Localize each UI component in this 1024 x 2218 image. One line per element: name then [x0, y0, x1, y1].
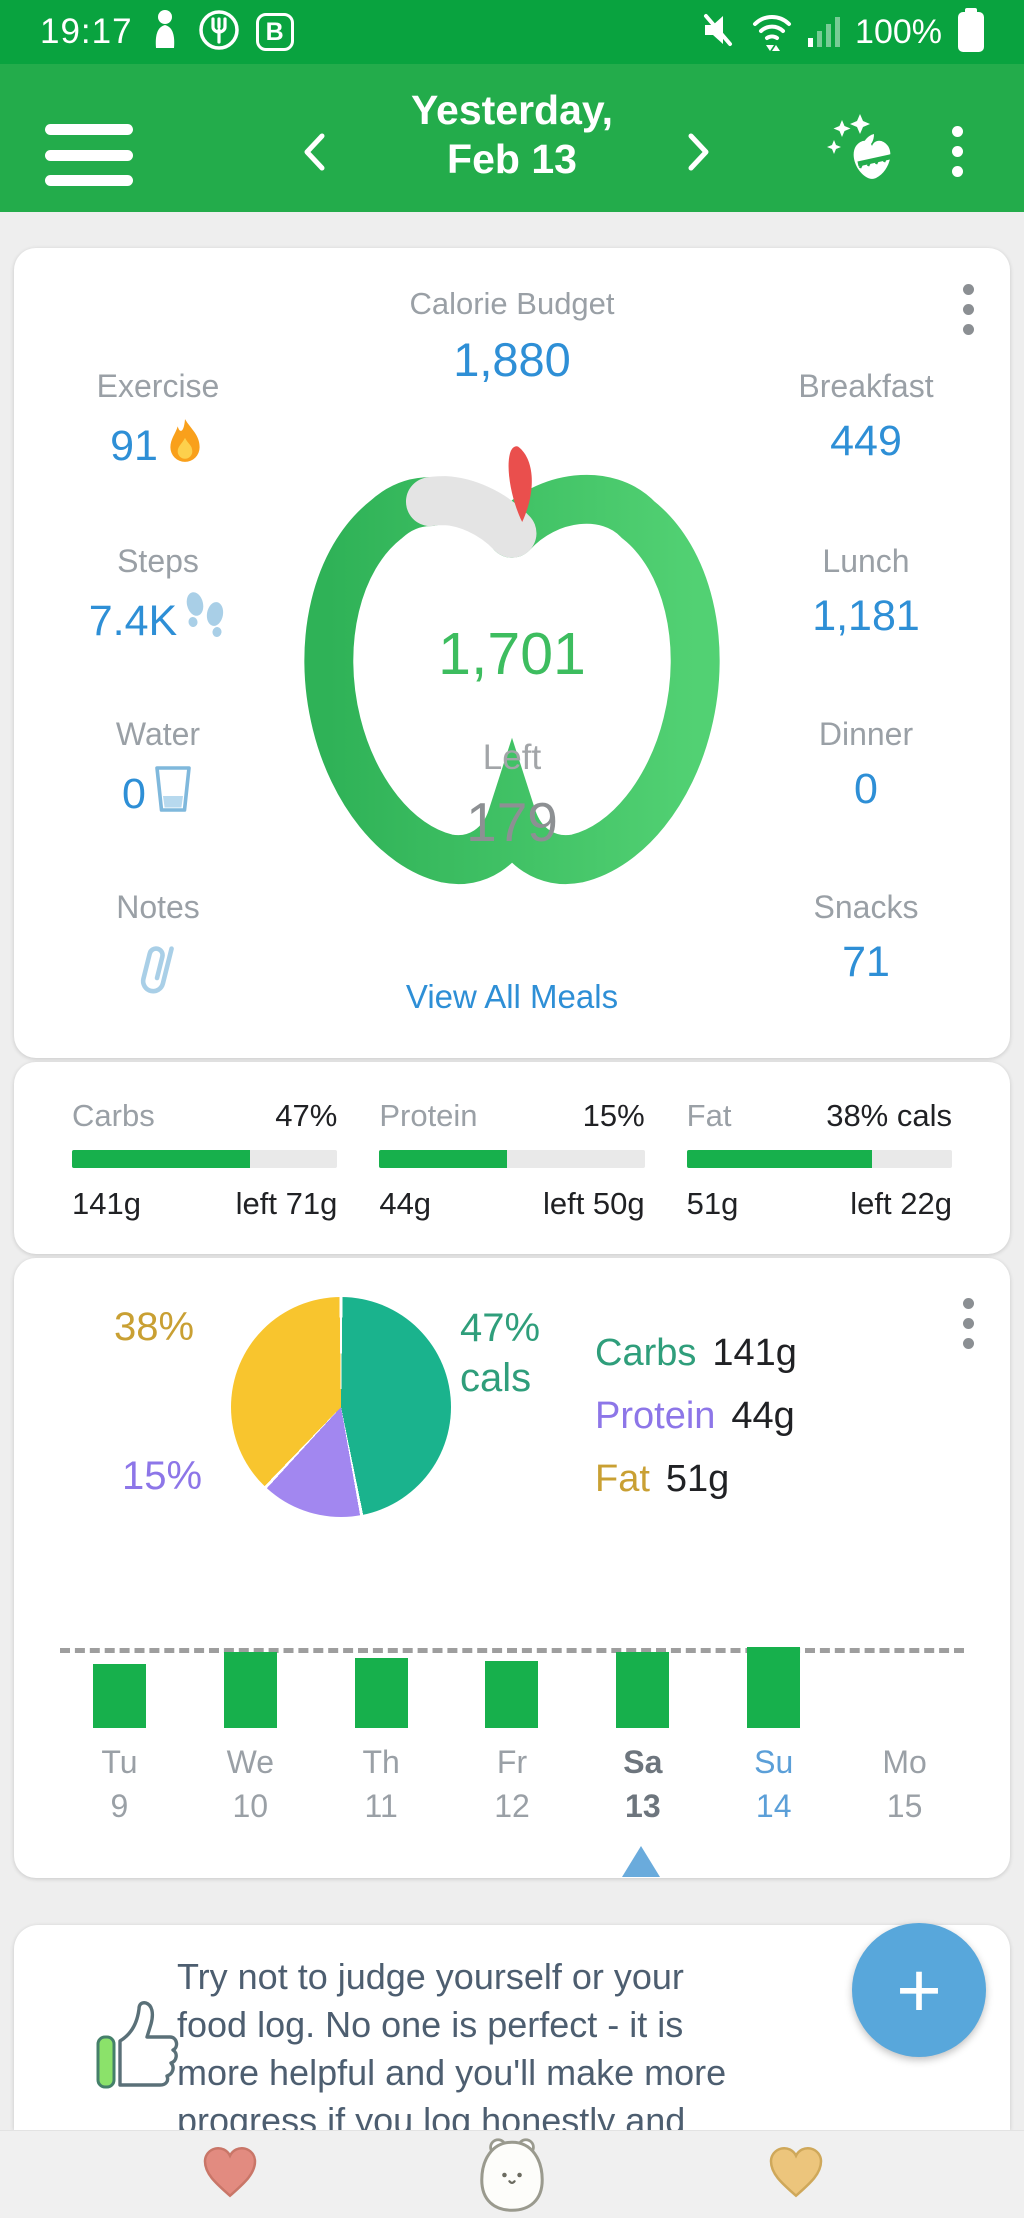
day-column-mo15[interactable]: Mo 15	[882, 1744, 927, 1824]
budget-dashed-line	[60, 1648, 964, 1653]
calorie-card-title: Calorie Budget	[409, 286, 615, 321]
pie-carbs-percent-label: 47% cals	[460, 1306, 541, 1400]
paperclip-icon	[135, 938, 181, 1013]
wifi-icon	[749, 7, 795, 58]
breakfast-stat[interactable]: Breakfast 449	[798, 368, 934, 465]
calories-left-label: Left	[482, 738, 542, 777]
macros-card[interactable]: Carbs 47% 141g left 71g Protein 15% 44g left…	[14, 1062, 1010, 1254]
celebration-apple-icon[interactable]	[822, 112, 902, 197]
battery-icon	[954, 6, 988, 59]
tip-text: Try not to judge yourself or your food l…	[177, 1956, 727, 2130]
mute-icon	[699, 11, 737, 54]
ring-track-arc	[405, 476, 537, 558]
macro-protein: Protein 15% 44g left 50g	[379, 1098, 645, 1221]
day-column-we10[interactable]: We 10	[185, 1588, 316, 1838]
macro-fat: Fat 38% cals 51g left 22g	[686, 1098, 952, 1221]
pie-fat-percent-label: 38%	[114, 1305, 195, 1349]
add-food-fab[interactable]: +	[852, 1923, 986, 2057]
notes-stat[interactable]: Notes	[38, 889, 278, 1013]
day-column-tu9[interactable]: Tu 9	[54, 1588, 185, 1838]
date-title[interactable]: Yesterday, Feb 13	[410, 87, 614, 182]
calories-consumed-value: 1,701	[438, 621, 586, 687]
water-stat[interactable]: Water 0	[38, 716, 278, 824]
calorie-budget-card: Calorie Budget 1,880 Exercise 91 Steps 7…	[14, 248, 1010, 1058]
macro-pie-chart	[231, 1297, 451, 1517]
view-all-meals-link[interactable]: View All Meals	[405, 978, 619, 1015]
exercise-stat[interactable]: Exercise 91	[38, 368, 278, 476]
legend-protein: Protein 44g	[595, 1395, 795, 1437]
day-column-sa13-selected[interactable]: Sa 13	[577, 1588, 708, 1838]
calorie-card-menu-button[interactable]	[963, 284, 974, 335]
flame-icon	[164, 417, 206, 476]
calorie-budget-value[interactable]: 1,880	[453, 333, 571, 386]
apple-stem	[508, 446, 532, 523]
legend-fat: Fat 51g	[595, 1458, 730, 1500]
person-notification-icon	[148, 8, 182, 57]
next-day-button[interactable]	[685, 130, 713, 179]
salmon-heart-nav-icon[interactable]	[200, 2143, 260, 2206]
battery-percent: 100%	[855, 12, 942, 51]
protein-progress-bar	[379, 1150, 645, 1168]
yellow-heart-nav-icon[interactable]	[766, 2143, 826, 2206]
ring-green-arc	[304, 474, 720, 885]
app-header: Yesterday, Feb 13	[0, 64, 1024, 212]
header-overflow-menu-button[interactable]	[952, 126, 963, 177]
day-column-su14-today[interactable]: Su 14	[708, 1588, 839, 1838]
footprints-icon	[183, 592, 227, 651]
day-column-th11[interactable]: Th 11	[316, 1588, 447, 1838]
macro-carbs: Carbs 47% 141g left 71g	[72, 1098, 338, 1221]
clock: 19:17	[40, 12, 133, 51]
legend-carbs: Carbs 141g	[595, 1332, 797, 1374]
navigation-bar	[0, 2130, 1024, 2218]
fat-progress-bar	[686, 1150, 952, 1168]
previous-day-button[interactable]	[300, 130, 328, 179]
dinner-stat[interactable]: Dinner 0	[818, 716, 914, 813]
snacks-stat[interactable]: Snacks 71	[813, 889, 919, 986]
selected-day-indicator	[622, 1846, 660, 1877]
pie-legend: Carbs 141g Protein 44g Fat 51g	[595, 1332, 797, 1501]
pie-protein-percent-label: 15%	[122, 1454, 203, 1498]
weekly-calories-chart: Tu 9 We 10 Th 11 Fr 12 Sa 13	[54, 1588, 970, 1838]
fork-circle-notification-icon	[197, 8, 241, 57]
carbs-progress-bar	[72, 1150, 338, 1168]
hamster-nav-icon[interactable]	[478, 2137, 546, 2218]
day-column-fr12[interactable]: Fr 12	[447, 1588, 578, 1838]
menu-hamburger-button[interactable]	[45, 124, 133, 186]
charts-card: 38% 47% cals 15% Carbs 141g Protein 44g Fa…	[14, 1258, 1010, 1878]
thumbs-up-icon	[92, 1997, 184, 2098]
calories-left-value: 179	[466, 791, 558, 853]
apple-progress-ring	[302, 438, 722, 918]
b-app-notification-icon: B	[255, 13, 294, 51]
steps-stat[interactable]: Steps 7.4K	[38, 543, 278, 651]
status-bar: 19:17 B 100%	[0, 0, 1024, 64]
tip-card[interactable]: Try not to judge yourself or your food l…	[14, 1925, 1010, 2130]
lunch-stat[interactable]: Lunch 1,181	[812, 543, 920, 640]
water-glass-icon	[152, 765, 194, 824]
charts-card-menu-button[interactable]	[963, 1298, 974, 1349]
signal-icon	[807, 10, 843, 55]
